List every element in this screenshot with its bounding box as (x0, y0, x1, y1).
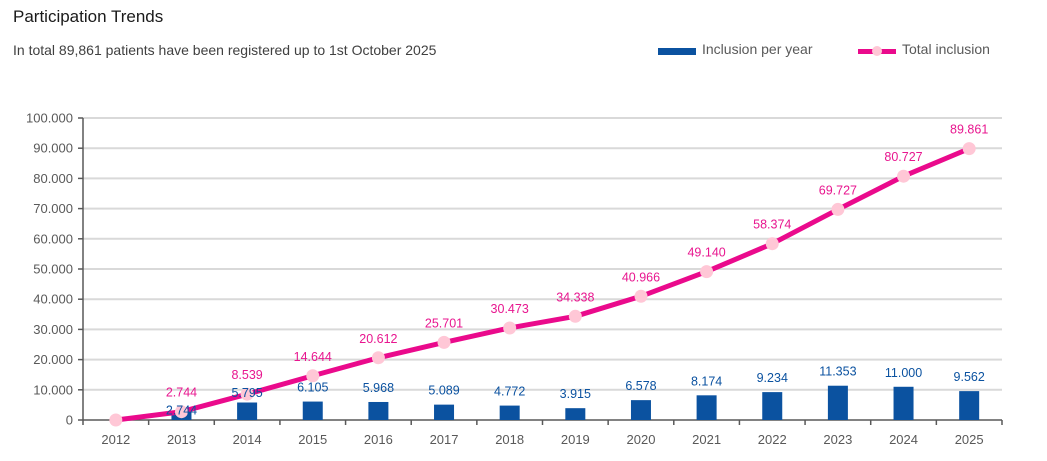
x-tick-label: 2012 (101, 432, 130, 447)
bar-2019 (565, 408, 586, 420)
bar-label-2019: 3.915 (560, 387, 591, 401)
line-marker-2024 (897, 169, 911, 183)
x-tick-label: 2024 (889, 432, 918, 447)
line-label-2021: 49.140 (687, 246, 725, 260)
x-tick-label: 2013 (167, 432, 196, 447)
x-tick-label: 2021 (692, 432, 721, 447)
line-marker-2021 (700, 265, 714, 279)
x-tick-label: 2017 (430, 432, 459, 447)
line-series (109, 142, 976, 427)
line-marker-2020 (634, 289, 648, 303)
line-label-2020: 40.966 (622, 270, 660, 284)
bar-2024 (893, 386, 914, 420)
line-marker-2022 (765, 237, 779, 251)
line-marker-2023 (831, 202, 845, 216)
bar-2021 (696, 395, 717, 420)
y-tick-label: 50.000 (33, 262, 73, 277)
x-tick-label: 2022 (758, 432, 787, 447)
line-label-2022: 58.374 (753, 218, 791, 232)
y-tick-label: 70.000 (33, 201, 73, 216)
line-marker-2015 (306, 369, 320, 383)
gridlines (83, 117, 1002, 391)
x-tick-label: 2020 (627, 432, 656, 447)
bar-2025 (959, 391, 980, 420)
y-tick-label: 60.000 (33, 231, 73, 246)
bar-2018 (499, 405, 520, 420)
line-marker-2013 (174, 405, 188, 419)
bar-label-2021: 8.174 (691, 374, 722, 388)
x-tick-label: 2025 (955, 432, 984, 447)
legend-label-total-inclusion: Total inclusion (902, 41, 990, 57)
bar-2015 (302, 401, 323, 420)
line-label-2013: 2.744 (166, 386, 197, 400)
x-tick-label: 2018 (495, 432, 524, 447)
bar-label-2020: 6.578 (625, 379, 656, 393)
bar-2017 (434, 404, 455, 420)
chart-title: Participation Trends (13, 7, 164, 26)
line-marker-2019 (568, 309, 582, 323)
bar-2016 (368, 401, 389, 420)
bar-label-2015: 6.105 (297, 381, 328, 395)
line-label-2016: 20.612 (359, 332, 397, 346)
line-marker-2014 (240, 387, 254, 401)
y-tick-label: 0 (66, 413, 73, 428)
line-label-2015: 14.644 (294, 350, 332, 364)
y-tick-label: 20.000 (33, 352, 73, 367)
line-marker-2016 (371, 351, 385, 365)
line-label-2023: 69.727 (819, 183, 857, 197)
x-tick-label: 2016 (364, 432, 393, 447)
bar-label-2017: 5.089 (428, 384, 459, 398)
bar-label-2025: 9.562 (954, 370, 985, 384)
bar-label-2022: 9.234 (757, 371, 788, 385)
bar-label-2014: 5.795 (231, 386, 262, 400)
legend-bar-swatch (658, 48, 696, 55)
bar-label-2013: 2.744 (166, 404, 197, 418)
x-tick-label: 2019 (561, 432, 590, 447)
legend-line-marker (872, 46, 882, 56)
y-tick-label: 40.000 (33, 292, 73, 307)
bar-label-2018: 4.772 (494, 385, 525, 399)
y-tick-label: 80.000 (33, 171, 73, 186)
bar-2023 (827, 385, 848, 420)
bar-2020 (630, 400, 651, 420)
total-inclusion-line (115, 146, 971, 423)
bar-2022 (762, 392, 783, 420)
y-axis: 0 10.000 20.000 30.000 40.000 50.000 60.000 70.… (26, 111, 84, 428)
line-marker-2012 (109, 413, 123, 427)
chart-subtitle: In total 89,861 patients have been regis… (13, 42, 437, 58)
line-label-2024: 80.727 (884, 150, 922, 164)
bar-label-2023: 11.353 (819, 365, 856, 379)
x-axis: 2012 2013 2014 2015 2016 2017 2018 2019 2020 2021… (82, 419, 1003, 447)
line-marker-2018 (503, 321, 517, 335)
x-tick-label: 2023 (823, 432, 852, 447)
y-tick-label: 100.000 (26, 111, 73, 126)
x-tick-label: 2015 (298, 432, 327, 447)
line-marker-2017 (437, 335, 451, 349)
bar-label-2016: 5.968 (363, 381, 394, 395)
y-tick-label: 90.000 (33, 141, 73, 156)
x-tick-label: 2014 (233, 432, 262, 447)
line-label-2025: 89.861 (950, 123, 988, 137)
line-label-2019: 34.338 (556, 290, 594, 304)
data-labels: 2.744 8.539 14.644 20.612 25.701 30.473 34.338… (166, 123, 989, 418)
bar-label-2024: 11.000 (885, 366, 922, 380)
line-label-2017: 25.701 (425, 316, 463, 330)
line-label-2018: 30.473 (491, 302, 529, 316)
line-marker-2025 (962, 142, 976, 156)
line-label-2014: 8.539 (231, 368, 262, 382)
y-tick-label: 30.000 (33, 322, 73, 337)
bar-2014 (237, 402, 258, 420)
legend-label-inclusion-per-year: Inclusion per year (702, 41, 813, 57)
y-tick-label: 10.000 (33, 382, 73, 397)
